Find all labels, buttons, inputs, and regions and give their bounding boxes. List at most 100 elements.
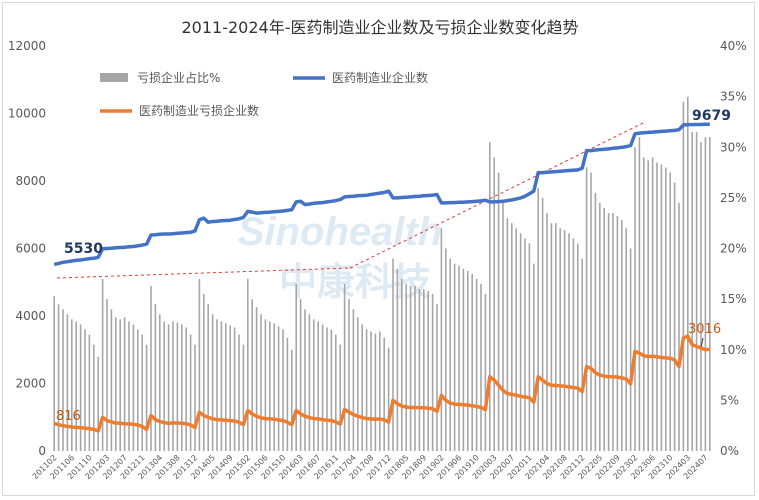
label-enterprises-first: 5530 [64, 241, 103, 257]
bar-loss-ratio-201305 [163, 321, 165, 451]
bar-loss-ratio-201509 [277, 326, 280, 451]
y-left-tick: 10000 [8, 107, 46, 121]
y-right-tick: 15% [720, 292, 747, 306]
bar-loss-ratio-202110 [572, 238, 575, 451]
bar-loss-ratio-201505 [260, 314, 262, 451]
bar-loss-ratio-201307 [172, 321, 174, 451]
bar-loss-ratio-202303 [638, 137, 641, 451]
bar-loss-ratio-201703 [348, 299, 350, 451]
bar-loss-ratio-201606 [313, 319, 315, 451]
bar-loss-ratio-202111 [577, 243, 579, 451]
bar-loss-ratio-202205 [599, 202, 601, 451]
bar-loss-ratio-201410 [233, 327, 236, 451]
bar-loss-ratio-201111 [93, 344, 95, 451]
svg-text:Sinohealth: Sinohealth [238, 210, 442, 254]
bar-loss-ratio-201311 [189, 334, 192, 451]
bar-loss-ratio-201909 [471, 273, 473, 451]
bar-loss-ratio-202002 [489, 142, 491, 451]
bar-loss-ratio-201604 [304, 309, 306, 451]
bar-loss-ratio-201105 [66, 314, 69, 451]
bar-loss-ratio-201109 [84, 329, 86, 451]
bar-loss-ratio-201807 [414, 285, 416, 451]
bar-loss-ratio-201411 [238, 334, 240, 451]
bar-loss-ratio-201802 [392, 258, 394, 451]
y-left-tick: 12000 [8, 39, 46, 53]
bar-loss-ratio-202206 [603, 208, 605, 451]
bar-loss-ratio-202108 [563, 230, 566, 451]
bar-loss-ratio-201408 [225, 323, 227, 451]
bar-loss-ratio-201208 [128, 321, 130, 451]
bar-loss-ratio-202105 [550, 223, 553, 451]
bar-loss-ratio-201108 [79, 324, 82, 451]
bar-loss-ratio-202407 [704, 137, 707, 451]
bar-loss-ratio-202106 [555, 223, 557, 451]
bar-loss-ratio-202406 [700, 142, 702, 451]
label-leader-line [700, 337, 704, 348]
bar-loss-ratio-202210 [621, 220, 623, 451]
bar-loss-ratio-201407 [220, 321, 223, 451]
bar-loss-ratio-201403 [203, 294, 205, 451]
bar-loss-ratio-201608 [321, 324, 324, 451]
bar-loss-ratio-201209 [132, 324, 135, 451]
trend-annotation-lines [56, 121, 646, 279]
bar-loss-ratio-201811 [431, 294, 434, 451]
bar-loss-ratio-201805 [405, 283, 407, 451]
bar-loss-ratio-201312 [194, 344, 196, 451]
bar-loss-ratio-201808 [418, 289, 421, 451]
bar-loss-ratio-201210 [137, 329, 139, 451]
bar-loss-ratio-201702 [343, 283, 346, 451]
bar-loss-ratio-201405 [211, 314, 214, 451]
bar-loss-ratio-202012 [533, 263, 535, 451]
bar-loss-ratio-201202 [101, 278, 104, 451]
bar-loss-ratio-201902 [440, 228, 443, 451]
bar-loss-ratio-201708 [370, 331, 372, 451]
bar-loss-ratio-201507 [269, 321, 271, 451]
bar-loss-ratio-202004 [497, 172, 500, 451]
bar-loss-ratio-201102 [53, 296, 55, 451]
bar-loss-ratio-202309 [665, 167, 667, 451]
bar-loss-ratio-201512 [291, 349, 293, 451]
bar-loss-ratio-202008 [515, 228, 517, 451]
y-right-tick: 40% [720, 39, 747, 53]
y-left-tick: 4000 [15, 309, 46, 323]
svg-text:中康科技: 中康科技 [279, 260, 431, 304]
bar-loss-ratio-202302 [634, 147, 636, 451]
bar-loss-ratio-202109 [568, 233, 570, 451]
bar-loss-ratio-201908 [467, 270, 469, 451]
bar-loss-ratio-201705 [357, 317, 359, 451]
bar-loss-ratio-201804 [401, 278, 403, 451]
y-right-tick: 10% [720, 343, 747, 357]
bar-loss-ratio-201905 [453, 263, 456, 451]
legend-swatch-bars [100, 73, 128, 82]
bar-loss-ratio-202209 [616, 216, 619, 451]
y-left-tick: 0 [38, 444, 46, 458]
bar-loss-ratio-202308 [660, 164, 663, 451]
bar-loss-ratio-202405 [695, 132, 698, 451]
bar-loss-ratio-201310 [185, 327, 187, 451]
bar-loss-ratio-202204 [594, 192, 597, 451]
bar-loss-ratio-201711 [383, 337, 385, 451]
bar-loss-ratio-202202 [585, 167, 588, 451]
bar-loss-ratio-202005 [502, 202, 504, 451]
bar-loss-ratio-201610 [330, 329, 333, 451]
bar-loss-ratio-202208 [612, 213, 614, 451]
bar-loss-ratio-201308 [176, 322, 179, 451]
bar-loss-ratio-201710 [379, 331, 381, 451]
bar-loss-ratio-201412 [242, 344, 245, 451]
bar-loss-ratio-202304 [643, 157, 645, 451]
bar-loss-ratio-201907 [462, 268, 465, 451]
bar-loss-ratio-201910 [475, 278, 478, 451]
bar-loss-ratio-201903 [445, 248, 447, 451]
bar-loss-ratio-201508 [273, 323, 275, 451]
bar-loss-ratio-201906 [458, 265, 460, 451]
trend-line-flat [56, 267, 351, 279]
bar-loss-ratio-201203 [106, 299, 108, 451]
bar-loss-ratio-201306 [167, 324, 170, 451]
bar-loss-ratio-201506 [264, 319, 267, 451]
bar-loss-ratio-202312 [678, 202, 680, 451]
bar-loss-ratio-201611 [335, 334, 337, 451]
bar-loss-ratio-202003 [493, 157, 495, 451]
y-right-tick: 0% [720, 444, 739, 458]
bar-loss-ratio-201706 [361, 324, 363, 451]
